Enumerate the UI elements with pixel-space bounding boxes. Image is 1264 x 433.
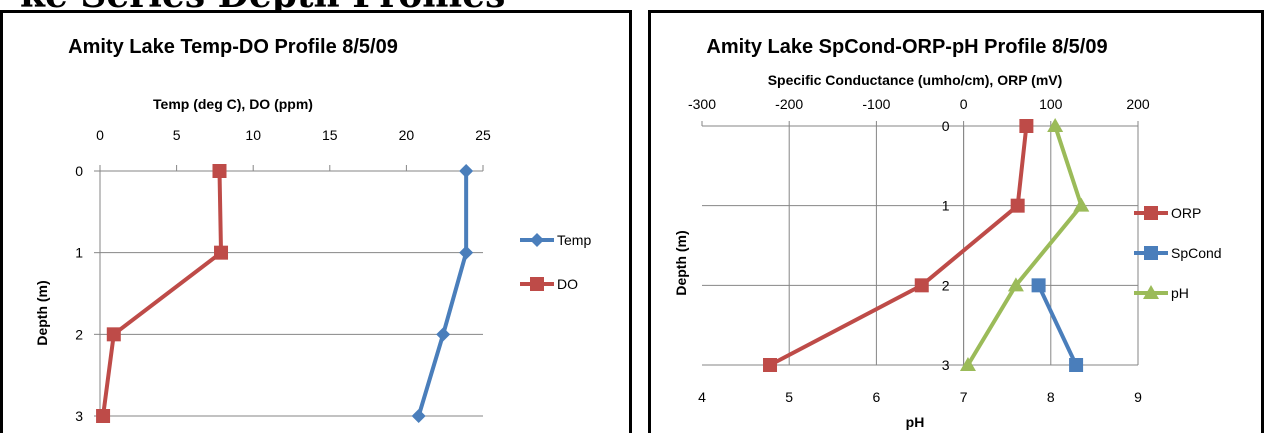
data-point-spcond	[1031, 278, 1046, 293]
x2-tick-label: 6	[873, 389, 881, 405]
data-point-ph	[1047, 118, 1064, 132]
y-tick-label: 0	[75, 163, 83, 179]
legend-label-temp: Temp	[557, 232, 591, 248]
data-point-ph	[1073, 197, 1090, 212]
temp-do-chart-panel: Amity Lake Temp-DO Profile 8/5/09 Temp (…	[0, 10, 632, 433]
data-point-ph	[1007, 277, 1024, 292]
data-point-orp	[763, 358, 778, 372]
y-axis-title: Depth (m)	[673, 230, 689, 295]
data-point-temp	[459, 164, 474, 178]
spcond-orp-ph-chart-panel: Amity Lake SpCond-ORP-pH Profile 8/5/09 …	[648, 10, 1264, 433]
x2-tick-label: 9	[1134, 389, 1142, 405]
x2-tick-label: 5	[785, 389, 793, 405]
temp-do-chart: Amity Lake Temp-DO Profile 8/5/09 Temp (…	[34, 36, 591, 424]
y-tick-label: 2	[942, 277, 950, 293]
x2-tick-label: 4	[698, 389, 706, 405]
data-point-ph	[959, 357, 976, 371]
legend-label-orp: ORP	[1171, 205, 1201, 221]
legend-marker-do	[530, 277, 544, 291]
series-line-do	[101, 170, 224, 417]
data-point-orp	[914, 278, 929, 293]
y-axis-title: Depth (m)	[34, 280, 50, 345]
x2-tick-label: 7	[960, 389, 968, 405]
series-line-temp	[416, 171, 469, 417]
chart-title: Amity Lake SpCond-ORP-pH Profile 8/5/09	[706, 36, 1107, 58]
y-tick-label: 3	[942, 357, 950, 373]
data-point-do	[106, 327, 121, 342]
data-point-temp	[436, 327, 451, 342]
legend-marker-temp	[530, 233, 544, 247]
data-point-temp	[411, 409, 426, 423]
x-tick-label: 0	[96, 127, 104, 143]
y-tick-label: 3	[75, 408, 83, 424]
y-tick-label: 2	[75, 326, 83, 342]
spcond-orp-ph-chart: Amity Lake SpCond-ORP-pH Profile 8/5/09 …	[673, 36, 1222, 430]
y-tick-label: 0	[942, 118, 950, 134]
x-axis-title: Temp (deg C), DO (ppm)	[153, 96, 313, 112]
x-tick-label: 0	[960, 96, 968, 112]
series-line-orp	[769, 125, 1029, 367]
legend-label-ph: pH	[1171, 285, 1189, 301]
x-axis-title: Specific Conductance (umho/cm), ORP (mV)	[768, 72, 1063, 88]
x-tick-label: 15	[322, 127, 338, 143]
x-tick-label: 100	[1039, 96, 1063, 112]
chart-title: Amity Lake Temp-DO Profile 8/5/09	[68, 36, 398, 58]
data-point-do	[212, 164, 227, 178]
x-tick-label: -200	[775, 96, 803, 112]
data-point-orp	[1019, 119, 1034, 133]
y-tick-label: 1	[942, 198, 950, 214]
legend-label-do: DO	[557, 276, 578, 292]
legend-marker-orp	[1144, 206, 1158, 220]
x-tick-label: 10	[245, 127, 261, 143]
x-tick-label: 200	[1126, 96, 1150, 112]
series-line-ph	[966, 125, 1084, 367]
data-point-orp	[1010, 198, 1025, 213]
x-tick-label: 25	[475, 127, 491, 143]
legend-label-spcond: SpCond	[1171, 245, 1222, 261]
legend-marker-spcond	[1144, 246, 1158, 260]
x-tick-label: -100	[862, 96, 890, 112]
data-point-temp	[459, 245, 474, 260]
data-point-do	[214, 245, 229, 260]
legend-marker-ph	[1143, 285, 1159, 299]
series-line-spcond	[1036, 284, 1078, 366]
y-tick-label: 1	[75, 245, 83, 261]
x-tick-label: -300	[688, 96, 716, 112]
data-point-do	[96, 409, 111, 423]
x-tick-label: 5	[173, 127, 181, 143]
x2-axis-title: pH	[906, 414, 925, 430]
x-tick-label: 20	[399, 127, 415, 143]
x2-tick-label: 8	[1047, 389, 1055, 405]
data-point-spcond	[1069, 358, 1084, 372]
